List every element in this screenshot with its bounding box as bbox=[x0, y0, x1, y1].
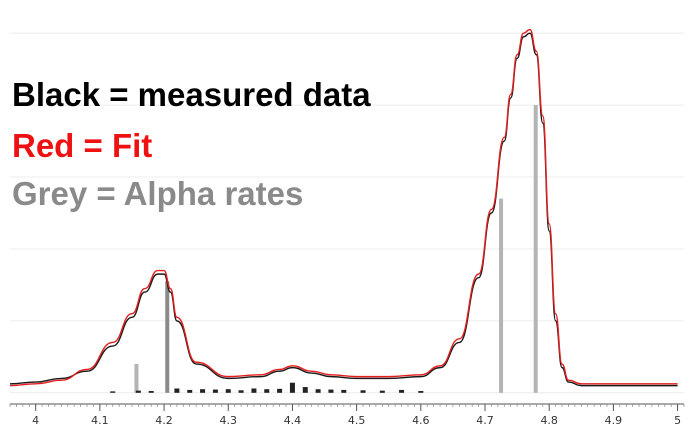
minor-bars bbox=[110, 382, 424, 393]
minor-bar bbox=[238, 390, 244, 393]
x-tick-label: 4.3 bbox=[219, 414, 237, 427]
minor-bar bbox=[135, 390, 141, 393]
x-tick-label: 4.2 bbox=[155, 414, 173, 427]
alpha-rate-bars bbox=[134, 105, 538, 393]
x-tick-label: 5 bbox=[674, 414, 681, 427]
x-tick-label: 4.6 bbox=[412, 414, 430, 427]
cropped-title-fragment: ▔ ▔ ▔ bbox=[30, 0, 127, 14]
minor-bar bbox=[341, 389, 347, 393]
minor-bar bbox=[277, 388, 283, 393]
alpha-rate-bar bbox=[165, 281, 170, 393]
minor-bar bbox=[174, 388, 180, 393]
x-tick-label: 4.7 bbox=[476, 414, 494, 427]
fit-series bbox=[9, 28, 678, 387]
minor-bar bbox=[212, 389, 218, 393]
fit-line bbox=[9, 28, 678, 387]
minor-bar bbox=[399, 389, 405, 393]
minor-bar bbox=[289, 382, 295, 393]
x-axis: 4 4.1 4.2 4.3 4.4 4.5 4.6 4.7 4.8 4.9 5 bbox=[9, 403, 685, 427]
minor-bar bbox=[379, 390, 385, 393]
minor-bar bbox=[328, 389, 334, 393]
minor-bar bbox=[251, 388, 257, 393]
minor-bar bbox=[360, 390, 366, 393]
minor-bar bbox=[302, 387, 308, 393]
x-tick-label: 4.8 bbox=[540, 414, 558, 427]
alpha-rate-bar bbox=[134, 364, 139, 393]
x-tick-label: 4.1 bbox=[91, 414, 109, 427]
x-tick-label: 4.4 bbox=[284, 414, 302, 427]
minor-bar bbox=[418, 391, 424, 393]
minor-bar bbox=[315, 389, 321, 393]
x-tick-label: 4.5 bbox=[348, 414, 366, 427]
grid-lines bbox=[10, 32, 684, 394]
minor-bar bbox=[148, 391, 154, 393]
legend-red-label: Red = Fit bbox=[12, 127, 153, 164]
minor-bar bbox=[264, 389, 270, 393]
minor-bar bbox=[187, 389, 193, 393]
minor-bar bbox=[225, 389, 231, 393]
x-tick-label: 4 bbox=[32, 414, 39, 427]
minor-bar bbox=[200, 389, 206, 393]
alpha-rate-bar bbox=[499, 198, 504, 393]
legend-black-label: Black = measured data bbox=[12, 76, 371, 113]
alpha-rate-bar bbox=[533, 105, 538, 393]
minor-bar bbox=[110, 391, 116, 393]
x-tick-label: 4.9 bbox=[605, 414, 623, 427]
legend-grey-label: Grey = Alpha rates bbox=[12, 175, 304, 212]
